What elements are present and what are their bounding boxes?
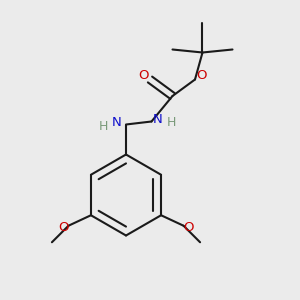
Text: N: N — [112, 116, 122, 129]
Text: H: H — [99, 119, 108, 133]
Text: O: O — [58, 221, 68, 234]
Text: O: O — [184, 221, 194, 234]
Text: O: O — [196, 69, 207, 82]
Text: O: O — [138, 69, 148, 82]
Text: H: H — [166, 116, 176, 130]
Text: N: N — [153, 112, 163, 126]
